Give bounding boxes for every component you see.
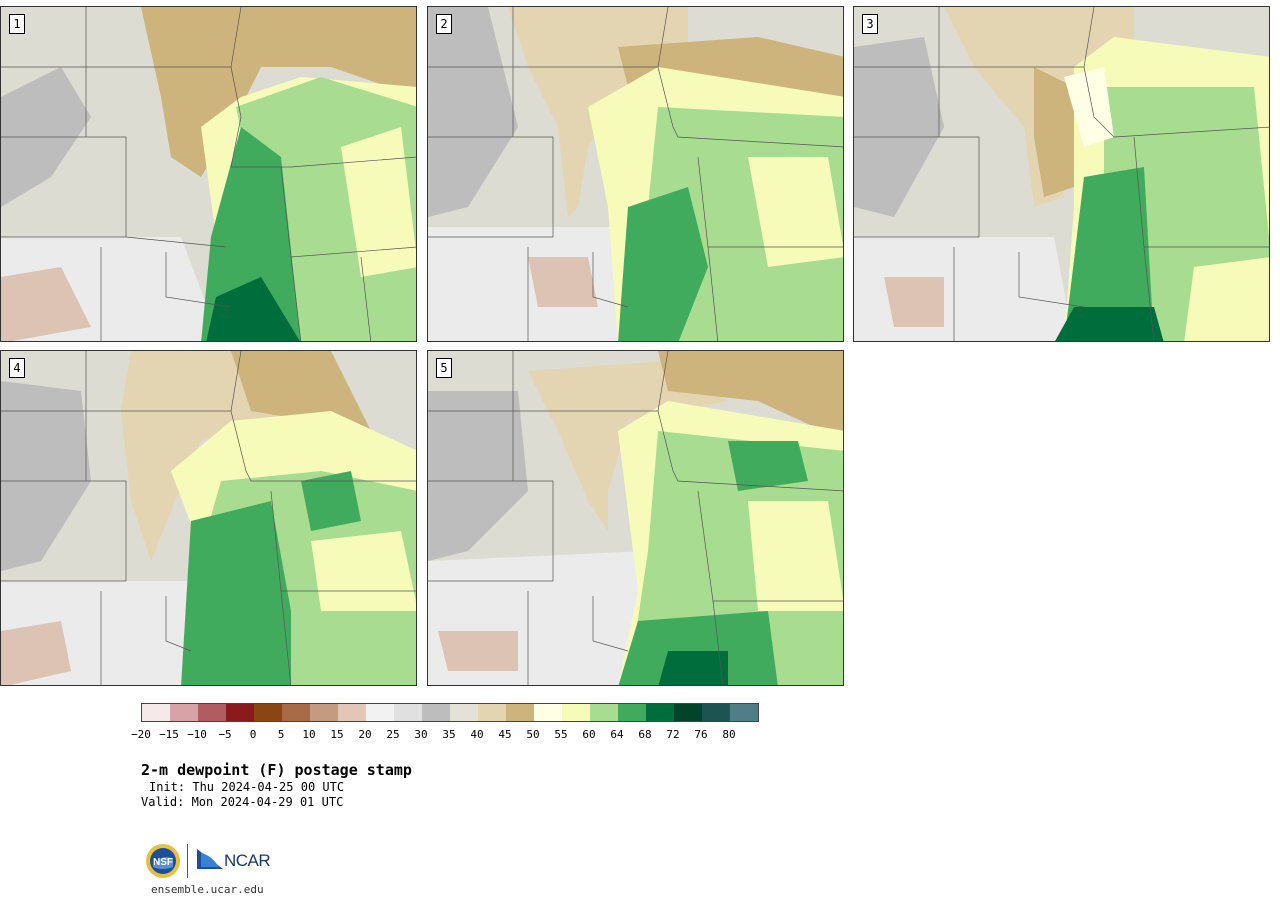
colorbar-tick-label: 20 xyxy=(358,728,372,741)
dewpoint-map-2 xyxy=(428,7,843,341)
map-panel-4: 4 xyxy=(0,350,417,686)
colorbar-swatch xyxy=(730,704,758,721)
colorbar-tick-label: 15 xyxy=(330,728,344,741)
valid-time: Valid: Mon 2024-04-29 01 UTC xyxy=(141,795,344,809)
map-panel-5: 5 xyxy=(427,350,844,686)
colorbar-tick-label: 76 xyxy=(694,728,708,741)
colorbar-swatch xyxy=(310,704,338,721)
nsf-logo-icon: NSF xyxy=(146,844,180,878)
colorbar-swatch xyxy=(226,704,254,721)
colorbar-swatch xyxy=(590,704,618,721)
colorbar-tick-label: −10 xyxy=(187,728,207,741)
dewpoint-map-1 xyxy=(1,7,416,341)
colorbar-tick-label: 50 xyxy=(526,728,540,741)
colorbar-tick-label: 68 xyxy=(638,728,652,741)
colorbar-tick-label: 40 xyxy=(470,728,484,741)
dewpoint-map-3 xyxy=(854,7,1269,341)
panel-label: 3 xyxy=(862,14,878,34)
colorbar xyxy=(141,703,759,722)
panel-label: 1 xyxy=(9,14,25,34)
panel-label: 5 xyxy=(436,358,452,378)
colorbar-tick-label: 25 xyxy=(386,728,400,741)
map-panel-2: 2 xyxy=(427,6,844,342)
colorbar-tick-label: 5 xyxy=(277,728,285,741)
colorbar-swatch xyxy=(478,704,506,721)
dewpoint-map-4 xyxy=(1,351,416,685)
colorbar-swatch xyxy=(254,704,282,721)
colorbar-swatch xyxy=(394,704,422,721)
nsf-logo-text: NSF xyxy=(153,857,173,868)
ncar-mark-icon xyxy=(197,849,223,869)
colorbar-swatch xyxy=(674,704,702,721)
colorbar-tick-label: 10 xyxy=(302,728,316,741)
colorbar-tick-label: 35 xyxy=(442,728,456,741)
colorbar-tick-label: −5 xyxy=(218,728,232,741)
colorbar-tick-label: 72 xyxy=(666,728,680,741)
colorbar-swatch xyxy=(338,704,366,721)
colorbar-swatch xyxy=(282,704,310,721)
colorbar-swatch xyxy=(142,704,170,721)
colorbar-tick-label: 30 xyxy=(414,728,428,741)
colorbar-tick-label: 0 xyxy=(249,728,257,741)
colorbar-swatch xyxy=(618,704,646,721)
colorbar-ticks: −20 −15 −10 −5 0 5 10 15 20 25 30 35 40 45 50 55 60 64 68 7… xyxy=(131,728,781,742)
init-time: Init: Thu 2024-04-25 00 UTC xyxy=(149,780,345,794)
colorbar-swatch xyxy=(366,704,394,721)
colorbar-tick-label: 55 xyxy=(554,728,568,741)
colorbar-tick-label: −20 xyxy=(131,728,151,741)
colorbar-tick-label: 64 xyxy=(610,728,624,741)
colorbar-swatch xyxy=(422,704,450,721)
panel-label: 4 xyxy=(9,358,25,378)
ncar-logo-text: NCAR xyxy=(224,851,271,870)
colorbar-swatch xyxy=(450,704,478,721)
colorbar-tick-label: 45 xyxy=(498,728,512,741)
colorbar-tick-label: 80 xyxy=(722,728,736,741)
colorbar-swatch xyxy=(646,704,674,721)
colorbar-swatch xyxy=(534,704,562,721)
dewpoint-map-5 xyxy=(428,351,843,685)
figure-title: 2-m dewpoint (F) postage stamp xyxy=(141,761,412,779)
colorbar-tick-label: −15 xyxy=(159,728,179,741)
colorbar-swatch xyxy=(198,704,226,721)
colorbar-swatch xyxy=(170,704,198,721)
map-panel-3: 3 xyxy=(853,6,1270,342)
logo-divider xyxy=(187,844,188,878)
colorbar-tick-label: 60 xyxy=(582,728,596,741)
site-url: ensemble.ucar.edu xyxy=(151,883,264,896)
colorbar-swatch xyxy=(702,704,730,721)
map-panel-1: 1 xyxy=(0,6,417,342)
colorbar-swatch xyxy=(506,704,534,721)
panel-label: 2 xyxy=(436,14,452,34)
colorbar-swatch xyxy=(562,704,590,721)
